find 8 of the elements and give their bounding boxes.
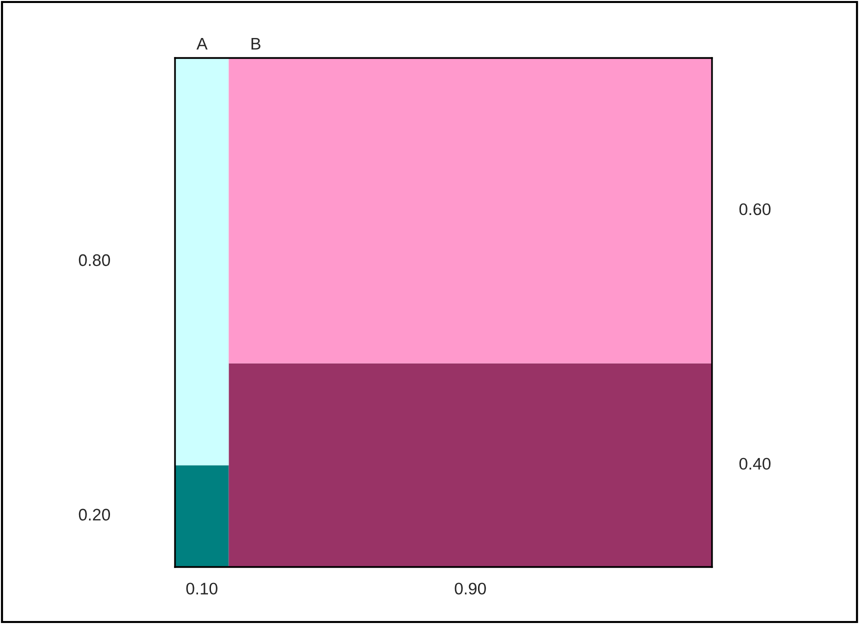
data-label: 0.60 [739, 203, 771, 216]
data-label: 0.40 [739, 458, 771, 470]
text: 0.90 [454, 582, 486, 595]
text: 0.10 [186, 582, 218, 595]
category-label: B [252, 38, 260, 50]
data-label: 0.20 [78, 508, 110, 521]
data-label: 0.80 [78, 254, 110, 266]
category-label: A [196, 38, 208, 50]
